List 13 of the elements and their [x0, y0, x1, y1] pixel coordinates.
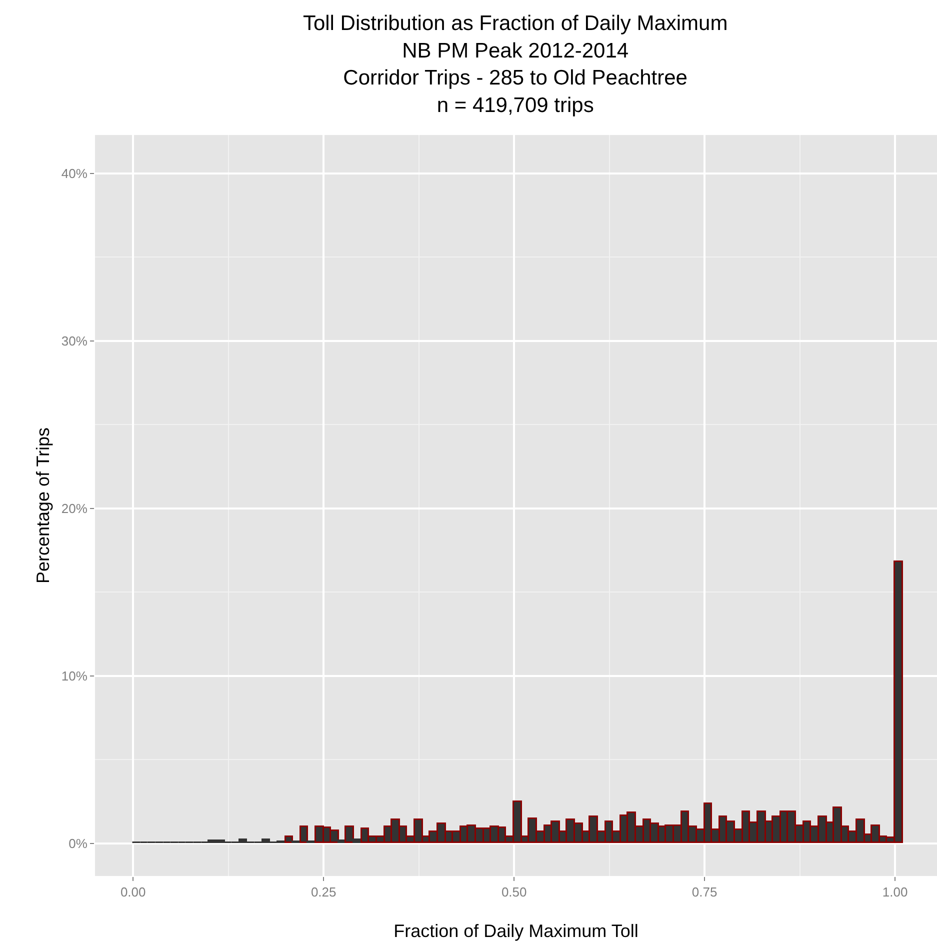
y-tick-label: 40%	[61, 166, 88, 182]
x-tick-label: 0.00	[120, 884, 146, 900]
y-tick-label: 0%	[68, 836, 88, 851]
x-tick-label: 0.50	[501, 884, 527, 900]
y-tick-label: 20%	[61, 500, 88, 516]
y-tick-label: 10%	[61, 668, 88, 684]
y-axis-title: Percentage of Trips	[33, 427, 53, 584]
x-tick-label: 0.75	[692, 884, 718, 900]
y-tick-label: 30%	[61, 334, 88, 349]
x-axis-title: Fraction of Daily Maximum Toll	[394, 921, 638, 941]
chart-title: Toll Distribution as Fraction of Daily Maximum NB PM Peak 2012-2014 Corridor Trips - 285 to Old Peachtree n = 419,709 trips	[302, 12, 728, 118]
x-tick-label: 0.25	[310, 884, 336, 900]
x-tick-label: 1.00	[882, 884, 908, 900]
